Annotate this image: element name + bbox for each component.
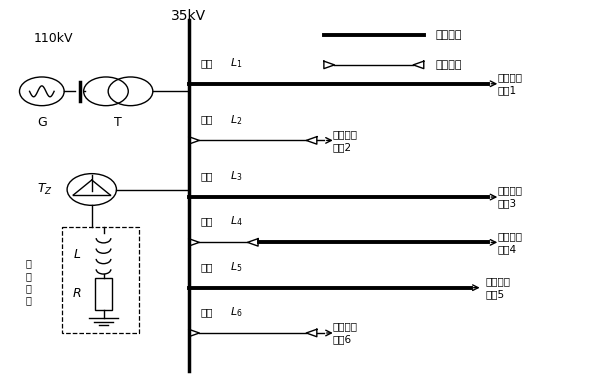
Text: 馈线: 馈线	[200, 307, 213, 317]
Text: $L_{1}$: $L_{1}$	[230, 56, 242, 70]
Text: $L_{5}$: $L_{5}$	[230, 260, 242, 274]
Text: 馈线: 馈线	[200, 262, 213, 272]
Text: R: R	[73, 287, 81, 300]
Text: 馈线: 馈线	[200, 58, 213, 68]
Text: 恒定功率
负荷6: 恒定功率 负荷6	[333, 321, 358, 345]
Text: $L_{3}$: $L_{3}$	[230, 169, 242, 183]
Text: 电缆线路: 电缆线路	[435, 60, 462, 70]
Text: 110kV: 110kV	[34, 32, 73, 45]
Text: 馈线: 馈线	[200, 216, 213, 227]
Text: 恒定功率
负荷4: 恒定功率 负荷4	[497, 231, 522, 254]
Text: 馈线: 馈线	[200, 171, 213, 181]
Text: 恒定功率
负荷5: 恒定功率 负荷5	[485, 276, 511, 299]
Text: $L_{4}$: $L_{4}$	[230, 215, 243, 229]
Text: 35kV: 35kV	[171, 9, 206, 23]
Text: 恒定功率
负荷2: 恒定功率 负荷2	[333, 129, 358, 152]
Text: 馈线: 馈线	[200, 114, 213, 125]
Text: G: G	[37, 116, 47, 129]
Text: L: L	[74, 248, 81, 261]
Text: 架空线路: 架空线路	[435, 30, 462, 40]
Text: $L_{2}$: $L_{2}$	[230, 113, 242, 127]
Text: $T_Z$: $T_Z$	[37, 182, 52, 197]
Text: 恒定功率
负荷3: 恒定功率 负荷3	[497, 185, 522, 209]
Text: $L_{6}$: $L_{6}$	[230, 305, 243, 319]
Text: T: T	[114, 116, 122, 129]
Text: 消
弧
线
圈: 消 弧 线 圈	[26, 258, 32, 305]
Text: 恒定功率
负荷1: 恒定功率 负荷1	[497, 72, 522, 96]
